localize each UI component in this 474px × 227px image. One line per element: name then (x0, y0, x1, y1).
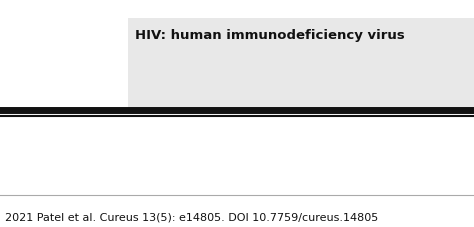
Text: HIV: human immunodeficiency virus: HIV: human immunodeficiency virus (135, 29, 405, 42)
FancyBboxPatch shape (128, 18, 474, 109)
Text: 2021 Patel et al. Cureus 13(5): e14805. DOI 10.7759/cureus.14805: 2021 Patel et al. Cureus 13(5): e14805. … (5, 212, 378, 222)
